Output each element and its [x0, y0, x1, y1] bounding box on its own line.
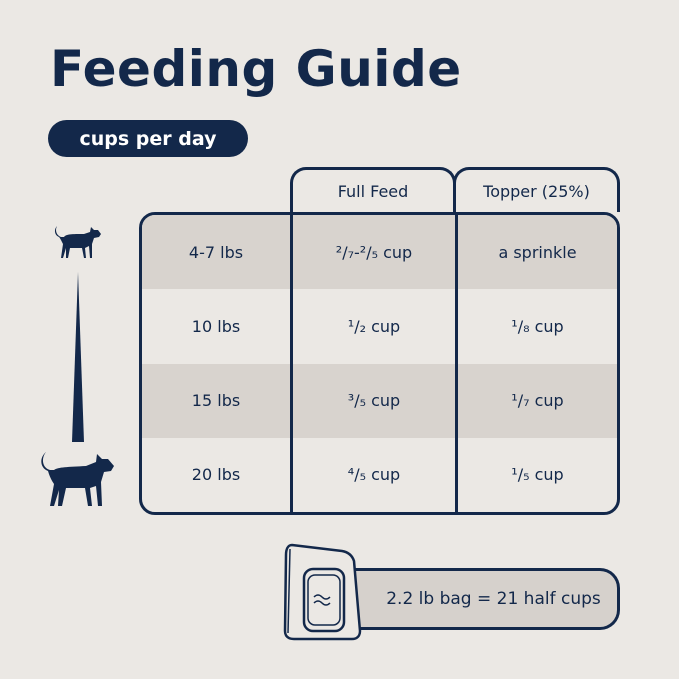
topper-cell: ¹/₇ cup	[455, 363, 617, 438]
table-row: 20 lbs ⁴/₅ cup ¹/₅ cup	[142, 437, 617, 512]
weight-cell: 10 lbs	[191, 316, 241, 336]
topper-cell: a sprinkle	[455, 215, 617, 290]
topper-cell: ¹/₅ cup	[455, 437, 617, 512]
feeding-table: 4-7 lbs ²/₇-²/₅ cup a sprinkle 10 lbs ¹/…	[139, 212, 620, 515]
page-title: Feeding Guide	[50, 40, 462, 98]
column-header-full-feed: Full Feed	[290, 167, 456, 212]
bag-note-text: 2.2 lb bag = 21 half cups	[386, 589, 601, 609]
size-wedge-icon	[72, 272, 84, 442]
weight-cell: 15 lbs	[191, 391, 241, 411]
column-header-topper: Topper (25%)	[453, 167, 620, 212]
table-row: 15 lbs ³/₅ cup ¹/₇ cup	[142, 363, 617, 438]
unit-badge: cups per day	[48, 120, 248, 157]
large-cat-icon	[41, 452, 114, 506]
full-feed-cell: ²/₇-²/₅ cup	[290, 215, 455, 290]
weight-cell: 20 lbs	[191, 465, 241, 485]
table-row: 4-7 lbs ²/₇-²/₅ cup a sprinkle	[142, 215, 617, 290]
full-feed-cell: ¹/₂ cup	[290, 289, 455, 364]
full-feed-cell: ⁴/₅ cup	[290, 437, 455, 512]
weight-cell: 4-7 lbs	[188, 242, 244, 262]
food-bag-icon	[283, 543, 362, 641]
small-cat-icon	[54, 226, 101, 258]
bag-note: 2.2 lb bag = 21 half cups	[340, 568, 620, 630]
topper-cell: ¹/₈ cup	[455, 289, 617, 364]
full-feed-cell: ³/₅ cup	[290, 363, 455, 438]
table-row: 10 lbs ¹/₂ cup ¹/₈ cup	[142, 289, 617, 364]
